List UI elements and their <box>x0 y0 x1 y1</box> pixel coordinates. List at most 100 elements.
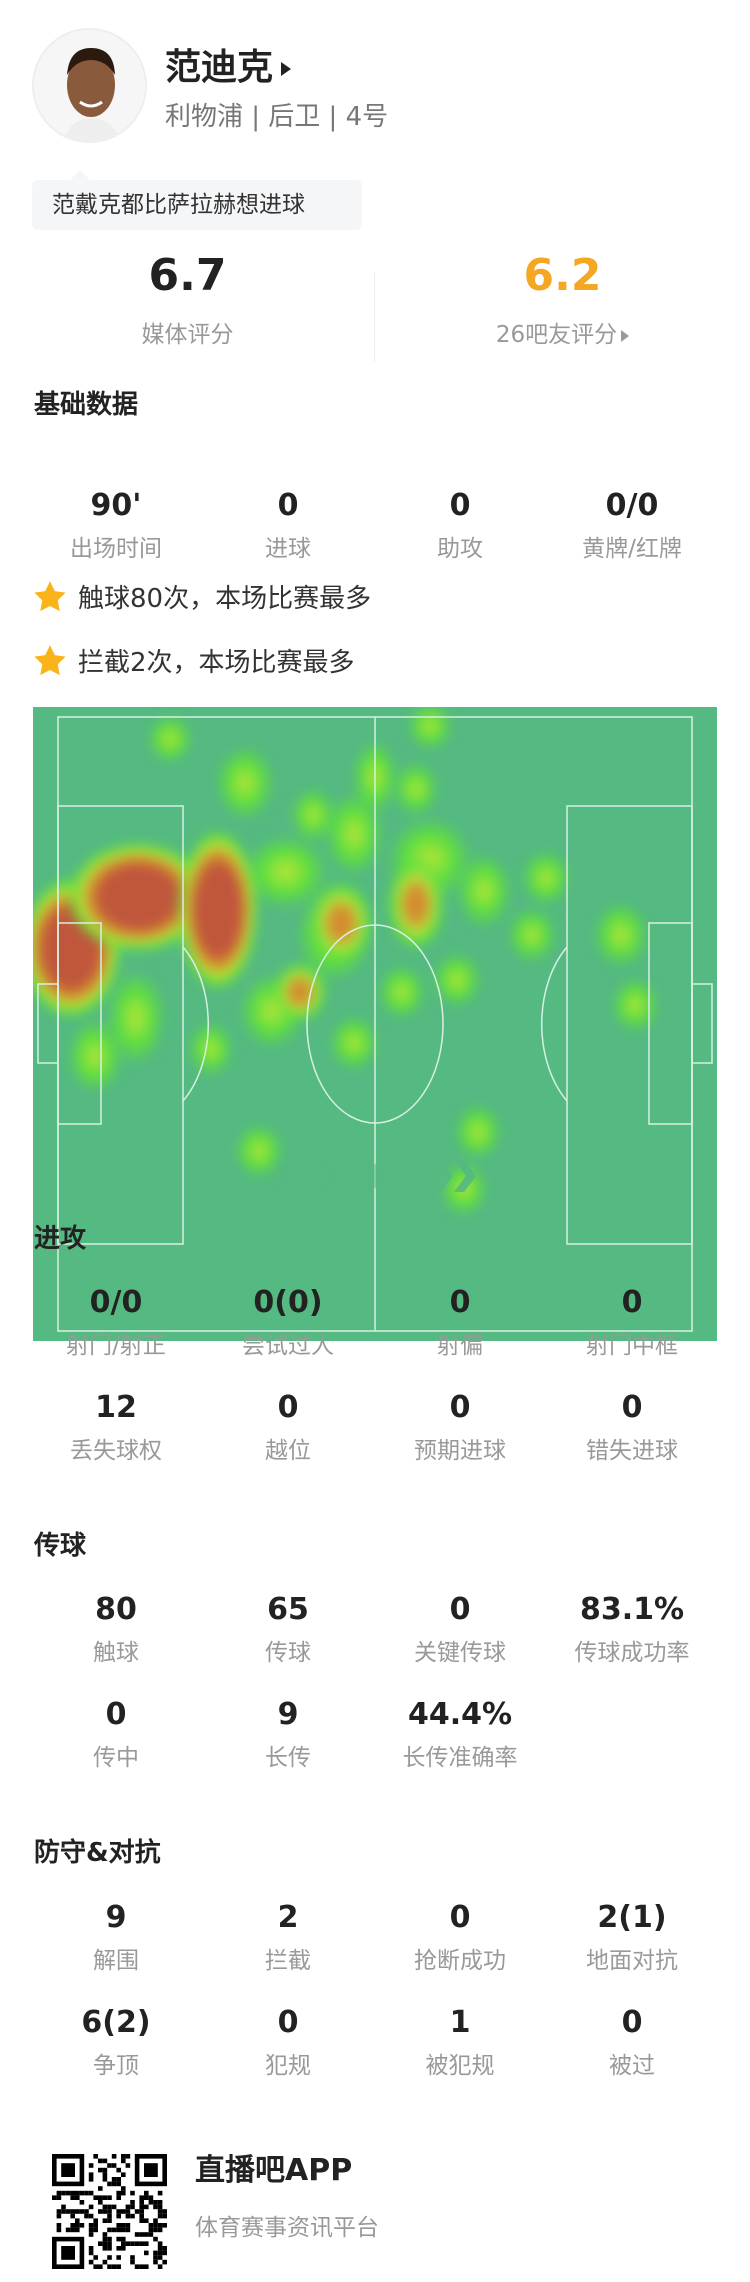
passing-title: 传球 <box>34 1531 87 1561</box>
chevron-right-icon <box>431 1160 453 1192</box>
heatmap-pitch <box>33 707 717 1341</box>
stat-item: 2 拦截 <box>202 1900 374 1975</box>
stat-item: 6(2) 争顶 <box>30 2005 202 2080</box>
stat-value: 9 <box>277 1697 299 1732</box>
heat-spot <box>272 962 327 1023</box>
heat-spot <box>457 853 512 928</box>
heat-spot <box>177 829 258 990</box>
stat-label: 助攻 <box>437 536 483 562</box>
stat-value: 90' <box>90 488 142 523</box>
stat-item: 0 越位 <box>202 1390 374 1465</box>
attack-title: 进攻 <box>34 1224 87 1254</box>
chevron-right-icon <box>339 1160 361 1192</box>
stat-label: 抢断成功 <box>414 1948 506 1974</box>
defense-title: 防守&对抗 <box>34 1838 161 1868</box>
stat-label: 射门/射正 <box>66 1333 166 1359</box>
app-slogan: 体育赛事资讯平台 <box>195 2215 379 2241</box>
stat-label: 被犯规 <box>425 2053 495 2079</box>
heat-spot <box>330 1016 379 1071</box>
stat-item: 0 错失进球 <box>546 1390 718 1465</box>
stat-item: 83.1% 传球成功率 <box>546 1592 718 1667</box>
stat-label: 拦截 <box>265 1948 311 1974</box>
stat-label: 地面对抗 <box>586 1948 678 1974</box>
stat-value: 0(0) <box>253 1285 323 1320</box>
basic-stats: 90' 出场时间 0 进球 0 助攻 0/0 黄牌/红牌 <box>0 488 750 563</box>
stat-value: 0 <box>449 1592 471 1627</box>
stat-value: 12 <box>95 1390 137 1425</box>
chevron-right-icon <box>293 1160 315 1192</box>
stat-item: 0 关键传球 <box>374 1592 546 1667</box>
stat-item: 0 助攻 <box>374 488 546 563</box>
basic-title: 基础数据 <box>34 390 139 420</box>
defense-stats: 6(2) 争顶 0 犯规 1 被犯规 0 被过 <box>0 2005 750 2080</box>
attack-direction-arrows <box>270 1160 477 1192</box>
stat-value: 83.1% <box>579 1592 685 1627</box>
stat-label: 射偏 <box>437 1333 483 1359</box>
heat-spot <box>394 762 439 817</box>
stat-item: 0 抢断成功 <box>374 1900 546 1975</box>
stat-value: 0 <box>621 1285 643 1320</box>
fan-rating[interactable]: 6.2 26吧友评分 <box>375 250 750 349</box>
divider <box>374 272 375 362</box>
heat-spot <box>407 707 452 751</box>
star-icon <box>34 580 66 611</box>
heat-spot <box>67 1018 122 1093</box>
stat-item: 12 丢失球权 <box>30 1390 202 1465</box>
stat-value: 0 <box>621 1390 643 1425</box>
player-name[interactable]: 范迪克 <box>165 38 292 90</box>
stat-label: 传球成功率 <box>574 1640 690 1666</box>
qr-code[interactable] <box>52 2154 167 2269</box>
player-avatar <box>32 28 147 143</box>
stat-label: 黄牌/红牌 <box>582 536 682 562</box>
heat-spot <box>611 977 658 1032</box>
attack-stats: 12 丢失球权 0 越位 0 预期进球 0 错失进球 <box>0 1390 750 1465</box>
passing-stats: 0 传中 9 长传 44.4% 长传准确率 <box>0 1697 750 1772</box>
stat-label: 犯规 <box>265 2053 311 2079</box>
stat-value: 9 <box>105 1900 127 1935</box>
heatmap <box>33 707 717 1341</box>
stat-value: 0/0 <box>89 1285 143 1320</box>
stat-label: 进球 <box>265 536 311 562</box>
stat-value: 1 <box>449 2005 471 2040</box>
stat-value: 0 <box>449 1900 471 1935</box>
stat-item: 80 触球 <box>30 1592 202 1667</box>
stat-label: 出场时间 <box>70 536 162 562</box>
stat-item: 0 传中 <box>30 1697 202 1772</box>
stat-label: 错失进球 <box>586 1438 678 1464</box>
stat-label: 触球 <box>93 1640 139 1666</box>
stat-item: 0 进球 <box>202 488 374 563</box>
chevron-right-icon <box>362 1160 384 1192</box>
play-arrow-icon <box>281 62 292 76</box>
stat-item: 1 被犯规 <box>374 2005 546 2080</box>
stat-label: 射门中框 <box>586 1333 678 1359</box>
stat-label: 关键传球 <box>414 1640 506 1666</box>
chevron-right-icon <box>454 1160 476 1192</box>
stat-value: 44.4% <box>407 1697 513 1732</box>
stat-item: 0 犯规 <box>202 2005 374 2080</box>
stat-item: 9 解围 <box>30 1900 202 1975</box>
stat-label: 长传 <box>265 1745 311 1771</box>
heat-spot <box>188 1022 233 1077</box>
player-info: 利物浦 | 后卫 | 4号 <box>165 102 389 132</box>
stat-label: 争顶 <box>93 2053 139 2079</box>
stat-label: 传中 <box>93 1745 139 1771</box>
attack-stats: 0/0 射门/射正 0(0) 尝试过人 0 射偏 0 射门中框 <box>0 1285 750 1360</box>
heat-spot <box>308 880 373 965</box>
stat-value: 0 <box>621 2005 643 2040</box>
stat-item: 0 被过 <box>546 2005 718 2080</box>
stat-value: 2(1) <box>597 1900 667 1935</box>
stat-value: 0/0 <box>605 488 659 523</box>
stat-item: 0/0 射门/射正 <box>30 1285 202 1360</box>
heat-spot <box>508 908 557 963</box>
player-tag[interactable]: 范戴克都比萨拉赫想进球 <box>32 170 362 230</box>
heat-spot <box>454 1104 501 1159</box>
stat-item: 0 射门中框 <box>546 1285 718 1360</box>
stat-label: 尝试过人 <box>242 1333 334 1359</box>
stat-value: 0 <box>277 2005 299 2040</box>
stat-label: 解围 <box>93 1948 139 1974</box>
pitch-lines <box>37 716 713 1332</box>
stat-value: 0 <box>277 1390 299 1425</box>
heat-spot <box>379 965 426 1020</box>
stat-item: 0(0) 尝试过人 <box>202 1285 374 1360</box>
stat-value: 0 <box>449 488 471 523</box>
